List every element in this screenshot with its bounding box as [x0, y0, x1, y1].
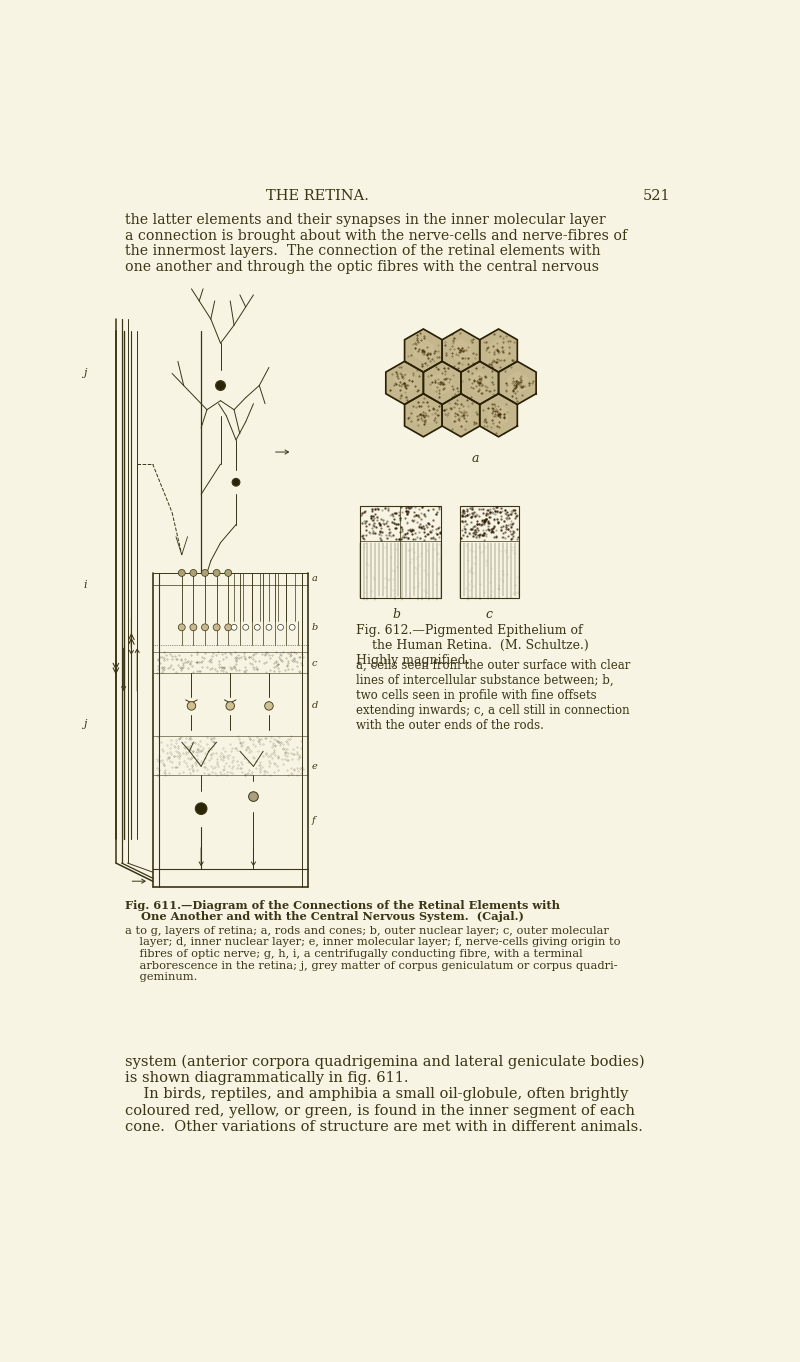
Polygon shape: [480, 330, 518, 372]
Text: c: c: [486, 607, 493, 621]
Text: coloured red, yellow, or green, is found in the inner segment of each: coloured red, yellow, or green, is found…: [125, 1103, 635, 1118]
Text: THE RETINA.: THE RETINA.: [266, 189, 369, 203]
Text: b: b: [392, 607, 400, 621]
Text: j: j: [83, 719, 86, 729]
Text: e: e: [311, 761, 318, 771]
Text: cone.  Other variations of structure are met with in different animals.: cone. Other variations of structure are …: [125, 1120, 642, 1133]
Text: c: c: [311, 659, 317, 669]
Text: b: b: [311, 622, 318, 632]
Polygon shape: [489, 405, 508, 426]
Circle shape: [266, 624, 272, 631]
Polygon shape: [395, 372, 414, 394]
Text: the innermost layers.  The connection of the retinal elements with: the innermost layers. The connection of …: [125, 244, 601, 259]
Text: the latter elements and their synapses in the inner molecular layer: the latter elements and their synapses i…: [125, 214, 606, 227]
Text: In birds, reptiles, and amphibia a small oil-globule, often brightly: In birds, reptiles, and amphibia a small…: [125, 1087, 628, 1102]
Circle shape: [216, 381, 226, 391]
Polygon shape: [414, 339, 433, 361]
Polygon shape: [442, 330, 480, 372]
Circle shape: [231, 624, 237, 631]
Circle shape: [278, 624, 283, 631]
Polygon shape: [414, 405, 433, 426]
Text: a: a: [472, 452, 479, 466]
Polygon shape: [470, 372, 489, 394]
Circle shape: [195, 802, 207, 814]
Text: system (anterior corpora quadrigemina and lateral geniculate bodies): system (anterior corpora quadrigemina an…: [125, 1056, 645, 1069]
Circle shape: [226, 701, 234, 710]
Circle shape: [213, 569, 220, 576]
Text: Fig. 611.—Diagram of the Connections of the Retinal Elements with: Fig. 611.—Diagram of the Connections of …: [125, 899, 560, 911]
Circle shape: [190, 624, 197, 631]
Polygon shape: [423, 361, 461, 405]
Circle shape: [254, 624, 260, 631]
Polygon shape: [433, 372, 451, 394]
Circle shape: [249, 791, 258, 801]
Polygon shape: [498, 361, 536, 405]
Circle shape: [213, 624, 220, 631]
Circle shape: [225, 569, 232, 576]
Polygon shape: [508, 372, 526, 394]
Text: f: f: [311, 816, 315, 825]
Polygon shape: [405, 330, 442, 372]
Text: one another and through the optic fibres with the central nervous: one another and through the optic fibres…: [125, 260, 598, 274]
Text: d: d: [311, 701, 318, 711]
FancyBboxPatch shape: [460, 507, 518, 598]
Polygon shape: [442, 394, 480, 437]
Circle shape: [202, 624, 209, 631]
Polygon shape: [489, 339, 508, 361]
Circle shape: [290, 624, 295, 631]
Circle shape: [265, 701, 274, 710]
Circle shape: [202, 569, 209, 576]
Polygon shape: [480, 394, 518, 437]
Text: i: i: [83, 580, 86, 590]
Polygon shape: [386, 361, 423, 405]
Circle shape: [187, 701, 196, 710]
Text: a, cells seen from the outer surface with clear
lines of intercellular substance: a, cells seen from the outer surface wit…: [356, 659, 630, 731]
Text: a connection is brought about with the nerve-cells and nerve-fibres of: a connection is brought about with the n…: [125, 229, 627, 242]
Text: a to g, layers of retina; a, rods and cones; b, outer nuclear layer; c, outer mo: a to g, layers of retina; a, rods and co…: [125, 926, 620, 982]
Circle shape: [178, 624, 186, 631]
Circle shape: [190, 569, 197, 576]
Circle shape: [178, 569, 186, 576]
Text: is shown diagrammatically in fig. 611.: is shown diagrammatically in fig. 611.: [125, 1072, 408, 1086]
Polygon shape: [461, 361, 498, 405]
Polygon shape: [451, 339, 470, 361]
Polygon shape: [405, 394, 442, 437]
Circle shape: [232, 478, 240, 486]
Circle shape: [242, 624, 249, 631]
Text: a: a: [311, 575, 318, 583]
Circle shape: [225, 624, 232, 631]
Polygon shape: [451, 405, 470, 426]
FancyBboxPatch shape: [360, 507, 441, 598]
Text: j: j: [83, 369, 86, 379]
Text: Fig. 612.—Pigmented Epithelium of
    the Human Retina.  (M. Schultze.)
Highly m: Fig. 612.—Pigmented Epithelium of the Hu…: [356, 624, 589, 667]
Text: 521: 521: [642, 189, 670, 203]
Text: One Another and with the Central Nervous System.  (Cajal.): One Another and with the Central Nervous…: [125, 911, 524, 922]
